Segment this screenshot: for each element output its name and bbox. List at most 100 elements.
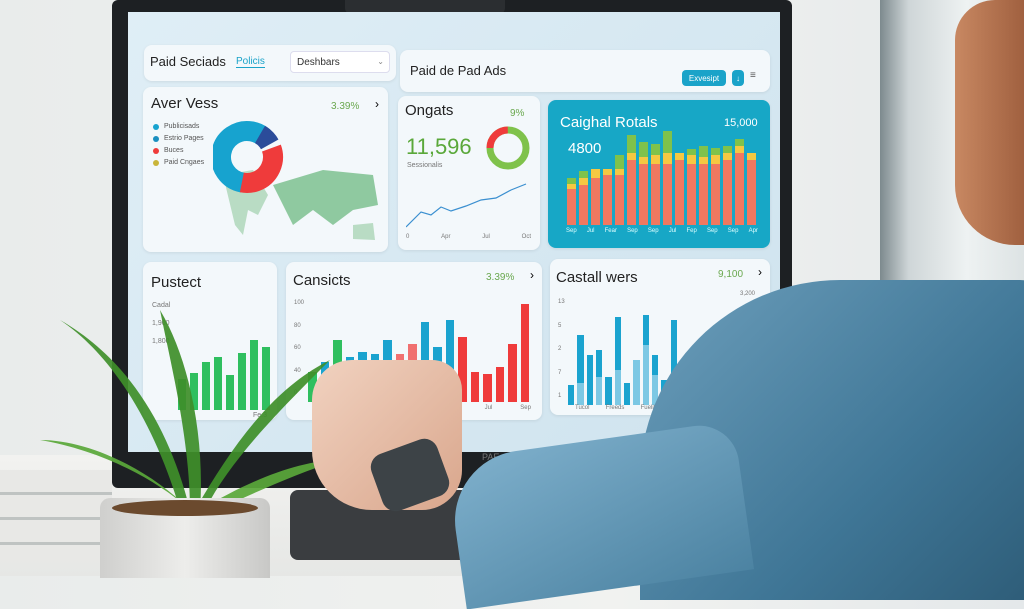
chevron-down-icon: ⌄ <box>377 57 384 66</box>
bar <box>605 377 612 405</box>
axis-tick: Freeds <box>605 405 625 411</box>
download-button[interactable]: ↓ <box>732 70 744 86</box>
bar <box>190 373 198 410</box>
bar-segment <box>579 185 588 225</box>
kpi-value: 11,596 <box>406 134 472 159</box>
world-map-donut <box>213 121 378 240</box>
panel-title: Ongats <box>405 102 454 119</box>
bar-segment <box>603 174 612 225</box>
panel-title: Caighal Rotals <box>560 114 658 131</box>
stacked-bar-chart <box>566 131 758 225</box>
bar-segment <box>723 160 732 225</box>
legend-label: Estrio Pages <box>164 135 204 142</box>
bar-base <box>577 383 584 405</box>
bar <box>670 320 677 405</box>
line-chart <box>406 183 527 228</box>
bar-segment <box>603 169 612 175</box>
bar <box>202 361 210 410</box>
bar <box>624 383 631 405</box>
bar-segment <box>615 169 624 175</box>
bar-segment <box>627 160 636 225</box>
bar-segment <box>663 131 672 153</box>
axis-tick: 13 <box>558 299 565 305</box>
bar <box>308 372 317 402</box>
axis-tick: Jul <box>668 228 677 234</box>
kpi-value: 4800 <box>568 140 602 157</box>
export-label: Exvesipt <box>688 73 720 83</box>
bar-segment <box>639 156 648 164</box>
bar-segment <box>699 156 708 164</box>
axis-tick: Tucol <box>575 405 590 411</box>
bar-segment <box>711 147 720 155</box>
bar-segment <box>591 169 600 179</box>
bar-segment <box>651 144 660 155</box>
legend-dot <box>153 123 159 130</box>
bar-segment <box>747 153 756 161</box>
legend: Publicisads Estrio Pages Buces Paid Cngaes <box>153 123 204 171</box>
bar-segment <box>639 163 648 225</box>
axis-tick: 0 <box>406 234 410 240</box>
pustect-panel: Pustect Cadal 1,900 1,800 Fe.3 <box>143 262 277 420</box>
panel-title: Castall wers <box>556 269 638 286</box>
legend-dot <box>153 135 159 142</box>
bar-segment <box>663 153 672 164</box>
chevron-right-icon[interactable]: › <box>375 97 379 111</box>
bar <box>483 374 492 402</box>
bar-segment <box>579 171 588 179</box>
bar-segment <box>711 154 720 164</box>
page-header: Paid de Pad Ads Exvesipt ↓ ≡ <box>400 50 770 92</box>
legend-dot <box>153 147 159 154</box>
bar-base <box>652 375 659 405</box>
bar-segment <box>651 163 660 225</box>
axis-tick: Sep <box>566 228 577 234</box>
x-axis: Sep Jul Fear Sep Sep Jul Fep Sep Sep Apr <box>566 228 758 234</box>
webcam <box>345 0 505 14</box>
bar <box>520 304 529 402</box>
panel-title: Aver Vess <box>151 95 219 112</box>
bar <box>508 344 517 402</box>
bar <box>458 337 467 402</box>
bar <box>586 355 593 405</box>
bar-segment <box>663 163 672 225</box>
donut-slice <box>213 121 283 193</box>
aver-panel: Aver Vess 3.39% › Publicisads Estrio Page… <box>143 87 388 252</box>
bar-segment <box>567 178 576 184</box>
app-title: Paid Seciads <box>150 54 226 69</box>
axis-tick: Sep <box>647 228 659 234</box>
chevron-right-icon[interactable]: › <box>758 265 762 279</box>
dashboard-dropdown[interactable]: Deshbars ⌄ <box>290 51 390 73</box>
bar-segment <box>723 153 732 161</box>
axis-tick: 2 <box>558 346 562 352</box>
chevron-right-icon[interactable]: › <box>530 268 534 282</box>
axis-tick: Jul <box>482 234 490 240</box>
bar-segment <box>615 154 624 170</box>
axis-tick: 80 <box>294 322 301 329</box>
legend-item: Paid Cngaes <box>153 159 204 166</box>
bar-segment <box>639 142 648 157</box>
tab-policis[interactable]: Policis <box>236 56 265 68</box>
bar-segment <box>627 153 636 161</box>
bar-segment <box>579 178 588 186</box>
axis-tick: Sep <box>727 228 739 234</box>
export-button[interactable]: Exvesipt <box>682 70 726 86</box>
plant <box>40 310 340 515</box>
bar-segment <box>651 154 660 164</box>
axis-tick: Sep <box>520 405 531 411</box>
axis-tick: 100 <box>294 300 305 306</box>
bar-segment <box>687 154 696 164</box>
bar-segment <box>747 160 756 225</box>
y-tick: 1,900 <box>152 320 170 327</box>
axis-tick: Fep <box>686 228 697 234</box>
bar-segment <box>567 189 576 225</box>
panel-title: Cansicts <box>293 272 351 289</box>
person-head <box>955 0 1024 245</box>
axis-tick: 60 <box>294 345 301 351</box>
bar-segment <box>723 145 732 153</box>
panel-title: Pustect <box>151 274 202 291</box>
dropdown-value: Deshbars <box>297 57 340 68</box>
donut-chart <box>486 126 530 170</box>
bar-segment <box>699 163 708 225</box>
bar-segment <box>615 174 624 225</box>
legend-item: Estrio Pages <box>153 135 204 142</box>
menu-icon[interactable]: ≡ <box>750 70 756 81</box>
